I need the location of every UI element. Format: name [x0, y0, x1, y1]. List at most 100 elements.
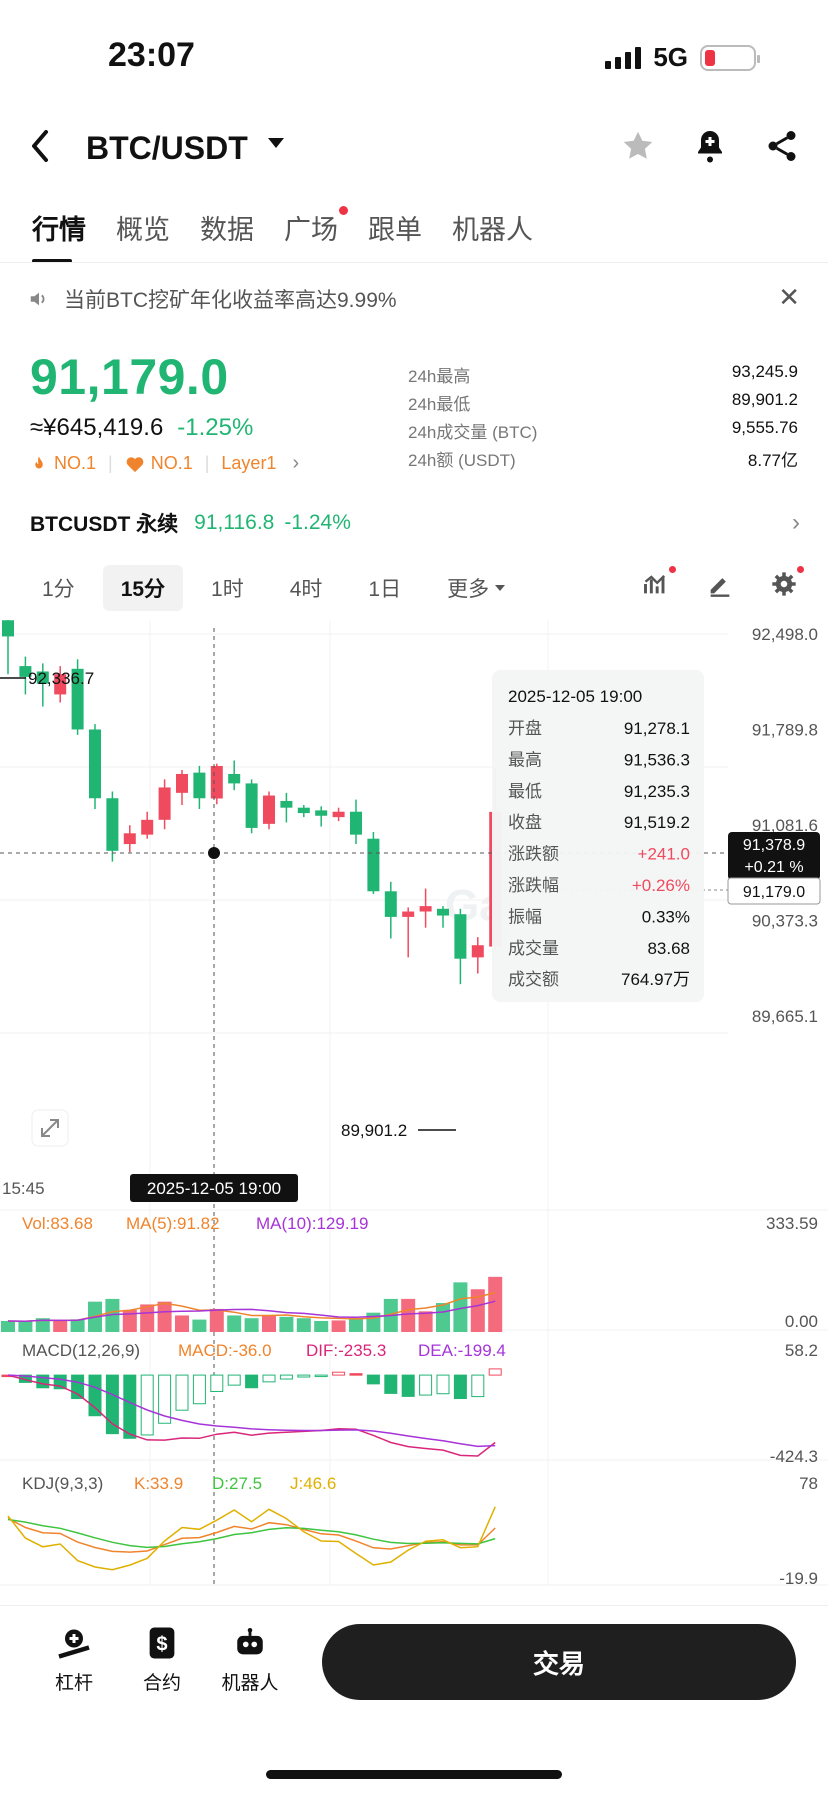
candle-tooltip: 2025-12-05 19:00 开盘 91,278.1 最高 91,536.3 最低 9… — [492, 670, 704, 1002]
volume-bar — [227, 1315, 242, 1332]
tab-market[interactable]: 行情 — [32, 208, 86, 263]
macd-dea-line — [7, 1374, 496, 1448]
svg-text:Vol:83.68: Vol:83.68 — [22, 1214, 93, 1233]
candle-body — [36, 671, 49, 684]
nav-actions — [620, 128, 800, 164]
vol-axis-min: 0.00 — [785, 1312, 818, 1331]
time-label: 15:45 — [2, 1179, 45, 1198]
expand-icon[interactable] — [31, 1109, 69, 1147]
tooltip-key: 开盘 — [508, 719, 542, 738]
interval-more[interactable]: 更多 — [429, 565, 523, 611]
macd-bar — [71, 1374, 85, 1400]
candle-body — [315, 810, 328, 816]
interval-1m[interactable]: 1分 — [42, 578, 75, 601]
change-percent: -1.25% — [177, 414, 254, 441]
candle-body — [419, 906, 432, 912]
pair-selector[interactable]: BTC/USDT — [86, 130, 248, 166]
indicator-button[interactable] — [642, 566, 676, 603]
star-icon[interactable] — [620, 128, 656, 164]
volume-bar — [296, 1318, 311, 1332]
svg-text:MA(5):91.82: MA(5):91.82 — [126, 1214, 220, 1233]
caret-down-icon[interactable] — [268, 138, 284, 148]
share-icon[interactable] — [764, 128, 800, 164]
candle-body — [454, 914, 467, 959]
tooltip-value: 91,278.1 — [624, 719, 690, 738]
high-marker: 92,336.7 — [0, 669, 94, 688]
margin-button[interactable]: 杠杆 — [34, 1626, 114, 1695]
chart-settings-button[interactable] — [770, 566, 804, 603]
interval-15m[interactable]: 15分 — [102, 565, 184, 611]
kdj-axis-min: -19.9 — [779, 1569, 818, 1588]
perpetual-row[interactable]: BTCUSDT 永续 91,116.8 -1.24% › — [30, 508, 800, 538]
candle-body — [228, 773, 241, 784]
interval-4h[interactable]: 4时 — [289, 578, 323, 601]
svg-text:92,336.7: 92,336.7 — [28, 669, 94, 688]
crosshair-time-label: 2025-12-05 19:00 — [130, 1174, 298, 1202]
volume-bar — [192, 1319, 207, 1332]
candle-body — [2, 620, 14, 637]
macd-dif-line — [7, 1374, 496, 1457]
divider — [0, 262, 828, 263]
draw-button[interactable] — [706, 570, 734, 603]
volume-bar — [1, 1320, 15, 1332]
trade-button[interactable]: 交易 — [322, 1624, 796, 1700]
kline-chart[interactable]: Gate 92,498.091,789.891,081.690,373.389,… — [0, 620, 828, 1605]
volume-bar — [18, 1321, 33, 1332]
bell-plus-icon[interactable] — [692, 128, 728, 164]
speaker-icon — [30, 292, 45, 306]
candle-body — [71, 668, 84, 730]
low-marker: 89,901.2 — [341, 1121, 456, 1140]
volume-bar — [35, 1318, 50, 1332]
close-icon[interactable]: ✕ — [778, 282, 800, 312]
status-time: 23:07 — [108, 36, 195, 74]
candle-body — [384, 891, 397, 917]
contract-button[interactable]: $ 合约 — [122, 1626, 202, 1695]
chevron-left-icon — [32, 130, 48, 162]
tooltip-key: 最高 — [508, 750, 542, 769]
macd-bar — [453, 1374, 467, 1400]
tab-copy-trade[interactable]: 跟单 — [368, 215, 422, 245]
tooltip-key: 成交额 — [508, 970, 559, 989]
kdj-k-line — [7, 1517, 496, 1553]
macd-bar — [314, 1374, 328, 1378]
volume-bar — [331, 1320, 346, 1332]
tab-data[interactable]: 数据 — [200, 215, 254, 245]
notification-dot — [797, 566, 804, 573]
fire-icon — [35, 456, 43, 468]
tooltip-key: 最低 — [508, 782, 542, 801]
rank-tag-hot: NO.1 — [54, 453, 97, 473]
svg-text:DEA:-199.4: DEA:-199.4 — [418, 1341, 506, 1360]
contract-icon: $ — [149, 1627, 175, 1659]
tooltip-value: 83.68 — [647, 939, 690, 958]
rank-tags[interactable]: NO.1 | NO.1 | Layer1 › — [30, 452, 299, 475]
chevron-right-icon: › — [792, 509, 800, 536]
volume-bar — [470, 1289, 485, 1332]
interval-1d[interactable]: 1日 — [368, 578, 402, 601]
macd-bar — [210, 1374, 224, 1392]
interval-1h[interactable]: 1时 — [211, 578, 244, 601]
svg-text:$: $ — [156, 1634, 167, 1656]
tab-overview[interactable]: 概览 — [116, 215, 170, 245]
tab-bots[interactable]: 机器人 — [452, 215, 533, 245]
kdj-axis-max: 78 — [799, 1474, 818, 1493]
pen-icon — [710, 578, 730, 597]
price-axis-label: 91,081.6 — [752, 816, 818, 835]
tab-square[interactable]: 广场 — [284, 206, 348, 247]
candle-body — [402, 911, 415, 917]
macd-bar — [192, 1374, 206, 1405]
macd-bar — [436, 1374, 450, 1395]
candle-body — [263, 795, 275, 824]
bot-button[interactable]: 机器人 — [210, 1626, 290, 1695]
top-nav: BTC/USDT — [0, 120, 828, 180]
candle-body — [158, 787, 171, 820]
tooltip-value: +241.0 — [638, 845, 690, 864]
macd-bar — [349, 1373, 363, 1376]
candle-body — [350, 811, 362, 835]
stat-row: 24h成交量 (BTC) 9,555.76 — [408, 418, 798, 442]
back-button[interactable] — [28, 128, 52, 174]
macd-bar — [140, 1374, 154, 1436]
macd-axis-min: -424.3 — [770, 1447, 818, 1466]
svg-text:J:46.6: J:46.6 — [290, 1474, 336, 1493]
last-price: 91,179.0 — [30, 349, 229, 405]
announcement-bar[interactable]: 当前BTC挖矿年化收益率高达9.99% ✕ — [28, 282, 800, 316]
